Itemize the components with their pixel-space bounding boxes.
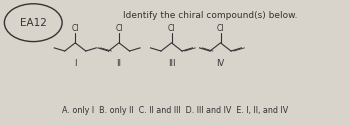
Text: Cl: Cl <box>115 24 123 33</box>
Text: I: I <box>74 58 77 68</box>
Text: Cl: Cl <box>71 24 79 33</box>
Text: A. only I  B. only II  C. II and III  D. III and IV  E. I, II, and IV: A. only I B. only II C. II and III D. II… <box>62 106 288 115</box>
Text: Identify the chiral compound(s) below.: Identify the chiral compound(s) below. <box>123 11 297 20</box>
Text: III: III <box>168 58 175 68</box>
Text: Cl: Cl <box>168 24 175 33</box>
Text: IV: IV <box>216 58 225 68</box>
Text: EA12: EA12 <box>20 18 47 28</box>
Text: Cl: Cl <box>217 24 224 33</box>
Text: II: II <box>117 58 121 68</box>
